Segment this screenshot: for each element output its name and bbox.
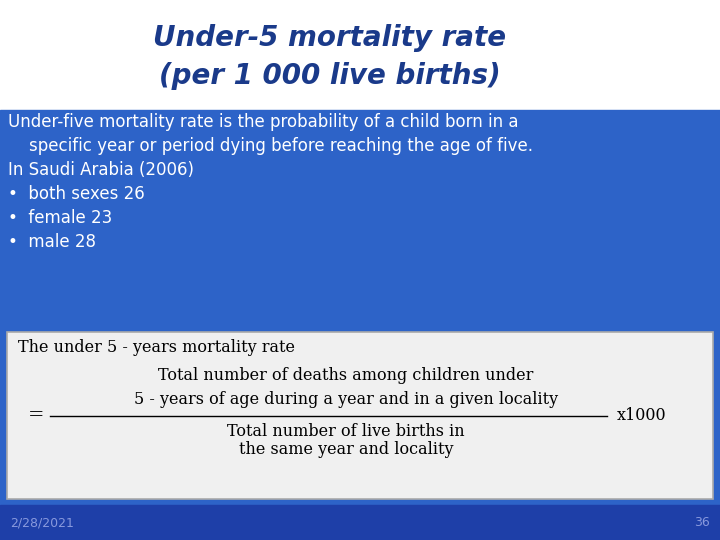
Text: Under-5 mortality rate: Under-5 mortality rate: [153, 24, 507, 52]
Text: The under 5 - years mortality rate: The under 5 - years mortality rate: [18, 339, 295, 355]
Text: •  female 23: • female 23: [8, 209, 112, 227]
Text: Under-five mortality rate is the probability of a child born in a: Under-five mortality rate is the probabi…: [8, 113, 518, 131]
FancyBboxPatch shape: [7, 332, 713, 499]
Text: specific year or period dying before reaching the age of five.: specific year or period dying before rea…: [8, 137, 533, 155]
Text: In Saudi Arabia (2006): In Saudi Arabia (2006): [8, 161, 194, 179]
Text: the same year and locality: the same year and locality: [238, 441, 453, 458]
Bar: [0, 0, 720, 110]
Text: •  both sexes 26: • both sexes 26: [8, 185, 145, 203]
Text: Total number of deaths among children under: Total number of deaths among children un…: [158, 367, 534, 383]
Text: Total number of live births in: Total number of live births in: [227, 423, 464, 440]
Bar: [0, 505, 720, 540]
Bar: [0, 110, 720, 505]
Text: =: =: [28, 407, 44, 424]
Text: 36: 36: [694, 516, 710, 529]
Text: •  male 28: • male 28: [8, 233, 96, 251]
Text: (per 1 000 live births): (per 1 000 live births): [159, 62, 501, 90]
Text: 2/28/2021: 2/28/2021: [10, 516, 74, 529]
Text: 5 - years of age during a year and in a given locality: 5 - years of age during a year and in a …: [134, 391, 558, 408]
Text: x1000: x1000: [617, 407, 667, 424]
